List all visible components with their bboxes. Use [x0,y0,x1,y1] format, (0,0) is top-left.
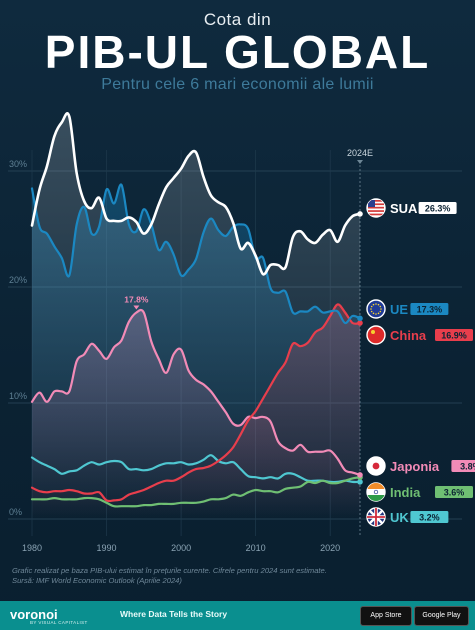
legend-uk: UK 3.2% [366,507,449,527]
legend-sua: SUA 26.3% [366,198,457,218]
flag-detail [367,483,385,501]
flag-stripe [368,200,384,202]
series-line-uk [30,454,362,484]
flag-star [372,312,375,315]
value-badge [435,486,473,498]
series-end-point [357,315,363,322]
legend-name: SUA [390,201,418,216]
supertitle: Cota din [203,10,272,29]
flag-star [379,310,382,313]
chart-note: Grafic realizat pe baza PIB-ului estimat… [12,566,452,586]
flag-detail [368,200,384,216]
flag-stripe [367,495,385,501]
x-tick-label: 1990 [97,543,117,553]
series-end-point [357,472,363,478]
legend-name: China [390,328,427,343]
flag-star [379,305,382,308]
google-play-button[interactable]: Google Play [414,606,469,626]
value-badge-label: 17.3% [417,305,443,315]
tagline: Where Data Tells the Story [120,609,228,619]
flag-stripe [368,213,384,216]
value-badge [410,511,449,523]
value-badge-label: 3.2% [419,513,440,523]
flag-star [377,312,380,315]
value-badge-label: 3.6% [444,488,465,498]
y-tick-label: 20% [9,275,27,285]
y-tick-label: 30% [9,159,27,169]
flag-stripe [367,483,385,489]
legend-india: India 3.6% [366,482,473,502]
peak-arrow [133,305,140,310]
flag-stripe [368,210,384,212]
flag-star [375,313,377,315]
legend-japonia: Japonia 3.8% [366,456,475,476]
flag-star [375,303,377,305]
series-end-point [357,211,363,217]
flag-stripe [368,203,384,206]
flag-canton [368,200,375,207]
legend-china: China 16.9% [366,325,473,345]
flag-star [370,305,373,308]
estimate-marker-arrow [357,160,363,164]
legend-ue: UE 17.3% [366,299,449,319]
legend-name: India [390,485,421,500]
source-line: Sursă: IMF World Economic Outlook (April… [12,576,182,585]
voronoi-logo[interactable]: voronoi [10,607,58,622]
flag-stripe [368,206,384,209]
flag-star [371,330,375,334]
value-badge-label: 3.8% [460,462,475,472]
value-badge [418,202,457,214]
flag-sun [372,462,380,470]
series-area-sua [32,113,360,519]
eu-flag-icon [366,299,386,319]
flag-star [370,308,372,310]
flag-detail [370,303,382,315]
value-badge [435,329,473,341]
page-title: PIB-UL GLOBAL [44,26,431,78]
series-line-india [30,476,362,508]
subtitle: Pentru cele 6 mari economii ale lumii [101,76,374,93]
flag-wheel [373,489,379,495]
series-end-point [357,320,363,326]
app-store-button[interactable]: App Store [360,606,412,626]
flag-star [380,308,382,310]
legend-name: Japonia [390,459,440,474]
gdp-share-chart: 0% 10% 20% 30% 1980 1990 2000 2010 2020 2024E 17.… [8,112,475,553]
value-badge [451,460,475,472]
value-badge [410,303,449,315]
legend-name: UE [390,302,408,317]
flag-star [377,303,380,306]
y-tick-label: 0% [9,507,22,517]
flag-detail [371,330,375,334]
note-line: Grafic realizat pe baza PIB-ului estimat… [12,566,327,575]
china-flag-icon [366,325,386,345]
value-badge-label: 16.9% [441,331,467,341]
x-tick-label: 1980 [22,543,42,553]
legend-name: UK [390,510,409,525]
value-badge-label: 26.3% [425,204,451,214]
x-tick-label: 2010 [246,543,266,553]
x-tick-label: 2020 [320,543,340,553]
series-line-japonia [30,308,362,476]
peak-annotation: 17.8% [124,295,149,305]
series-line-china [30,303,362,503]
flag-detail [367,508,385,526]
flag-star [370,310,373,313]
series-line-sua [30,112,362,276]
logo-subtext: BY VISUAL CAPITALIST [30,620,88,625]
y-tick-label: 10% [9,391,27,401]
series-line-ue [30,183,362,325]
estimate-label: 2024E [347,148,373,158]
flag-star [372,303,375,306]
series-end-point [357,479,363,485]
flag-cross [367,508,385,526]
x-tick-label: 2000 [171,543,191,553]
flag-detail [372,462,380,470]
